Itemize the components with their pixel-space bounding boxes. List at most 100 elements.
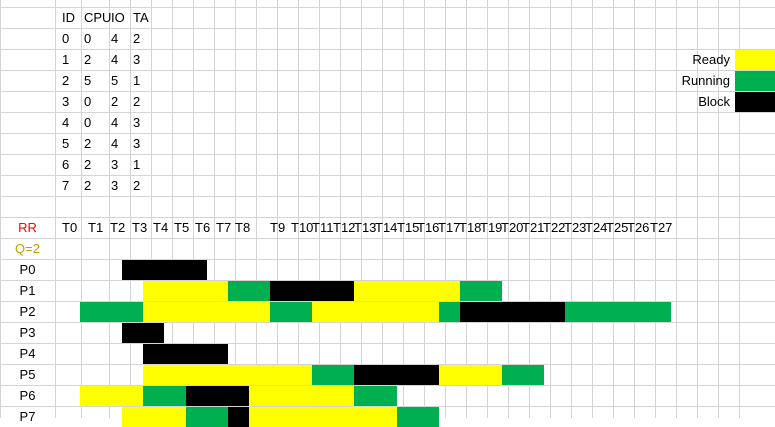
process-table-cell: 3 [133, 115, 141, 130]
process-table-cell: 0 [84, 115, 92, 130]
process-table-cell: 4 [111, 31, 119, 46]
bar-running-p7 [186, 407, 228, 427]
process-table-cell: 2 [133, 31, 141, 46]
time-label: T20 [501, 220, 524, 235]
bar-running-p1 [228, 281, 270, 301]
process-label: P1 [19, 283, 36, 298]
process-table-cell: 5 [111, 73, 119, 88]
bar-block-p0 [122, 260, 207, 280]
legend-swatch-block [735, 92, 775, 112]
time-label: T11 [312, 220, 334, 235]
process-table-cell: 3 [62, 94, 70, 109]
bar-ready-p2 [312, 302, 439, 322]
process-label: P4 [19, 346, 36, 361]
time-label: T9 [270, 220, 286, 235]
process-label: P7 [19, 409, 36, 424]
time-label: T4 [153, 220, 169, 235]
bar-ready-p5 [439, 365, 502, 385]
process-table-cell: 2 [111, 94, 119, 109]
algorithm-label: RR [18, 220, 37, 235]
bar-running-p2 [565, 302, 671, 322]
process-table-cell: 2 [62, 73, 70, 88]
process-table-cell: 0 [84, 31, 92, 46]
process-table-cell: 5 [62, 136, 70, 151]
bar-block-p3 [122, 323, 164, 343]
process-table-cell: 3 [111, 178, 119, 193]
process-table-header: ID [62, 10, 75, 25]
process-table-cell: 2 [84, 157, 92, 172]
time-label: T24 [585, 220, 608, 235]
process-table-cell: 0 [62, 31, 70, 46]
process-label: P6 [19, 388, 36, 403]
time-label: T5 [174, 220, 190, 235]
time-label: T26 [627, 220, 650, 235]
time-label: T0 [62, 220, 78, 235]
time-label: T12 [333, 220, 356, 235]
bar-block-p1 [270, 281, 354, 301]
time-label: T19 [480, 220, 503, 235]
bar-ready-p5 [143, 365, 312, 385]
bar-running-p7 [397, 407, 439, 427]
process-label: P0 [19, 262, 36, 277]
process-table-cell: 4 [111, 115, 119, 130]
process-label: P3 [19, 325, 36, 340]
time-label: T21 [522, 220, 545, 235]
legend-label: Ready [692, 52, 730, 67]
process-table-cell: 7 [62, 178, 70, 193]
bar-running-p6 [354, 386, 397, 406]
bar-block-p6 [186, 386, 249, 406]
time-label: T13 [354, 220, 377, 235]
legend-label: Running [681, 73, 730, 88]
bar-ready-p6 [249, 386, 354, 406]
bar-block-p7 [228, 407, 249, 427]
bar-ready-p7 [122, 407, 186, 427]
time-label: T7 [216, 220, 232, 235]
time-label: T18 [459, 220, 482, 235]
time-label: T2 [110, 220, 126, 235]
process-table-cell: 1 [133, 157, 141, 172]
quantum-label: Q=2 [15, 241, 40, 256]
time-label: T3 [132, 220, 148, 235]
process-table-cell: 4 [62, 115, 70, 130]
process-table-cell: 2 [84, 178, 92, 193]
process-table-cell: 6 [62, 157, 70, 172]
time-label: T16 [417, 220, 440, 235]
process-table-cell: 2 [133, 178, 141, 193]
process-table-cell: 0 [84, 94, 92, 109]
process-table-header: TA [133, 10, 149, 25]
bar-ready-p1 [354, 281, 460, 301]
legend-swatch-running [735, 71, 775, 91]
time-label: T23 [564, 220, 587, 235]
process-label: P5 [19, 367, 36, 382]
time-label: T27 [650, 220, 673, 235]
time-label: T1 [88, 220, 104, 235]
process-table-cell: 2 [84, 52, 92, 67]
bar-ready-p7 [249, 407, 397, 427]
process-table-cell: 4 [111, 136, 119, 151]
process-table-cell: 1 [62, 52, 70, 67]
process-table-cell: 3 [111, 157, 119, 172]
legend-swatch-ready [735, 50, 775, 70]
bar-ready-p1 [143, 281, 228, 301]
bar-block-p4 [143, 344, 228, 364]
bar-running-p1 [460, 281, 502, 301]
time-label: T22 [543, 220, 566, 235]
bar-ready-p6 [80, 386, 143, 406]
process-label: P2 [19, 304, 36, 319]
time-label: T17 [438, 220, 461, 235]
time-label: T8 [235, 220, 251, 235]
time-label: T10 [291, 220, 314, 235]
process-table-header: CPU [84, 10, 112, 25]
process-table-header: IO [111, 10, 125, 25]
process-table-cell: 2 [84, 136, 92, 151]
time-label: T6 [195, 220, 211, 235]
process-table-cell: 3 [133, 136, 141, 151]
legend-label: Block [698, 94, 730, 109]
time-label: T15 [397, 220, 420, 235]
process-table-cell: 2 [133, 94, 141, 109]
process-table-cell: 3 [133, 52, 141, 67]
bar-block-p5 [354, 365, 439, 385]
bar-running-p6 [143, 386, 186, 406]
time-label: T14 [375, 220, 398, 235]
bar-running-p5 [312, 365, 354, 385]
